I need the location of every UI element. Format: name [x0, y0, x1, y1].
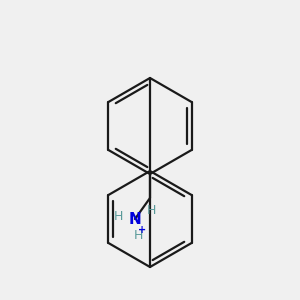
Text: +: + [138, 225, 147, 236]
Text: H: H [147, 203, 156, 217]
Text: H: H [114, 210, 123, 223]
Text: N: N [129, 212, 141, 226]
Text: H: H [133, 229, 143, 242]
